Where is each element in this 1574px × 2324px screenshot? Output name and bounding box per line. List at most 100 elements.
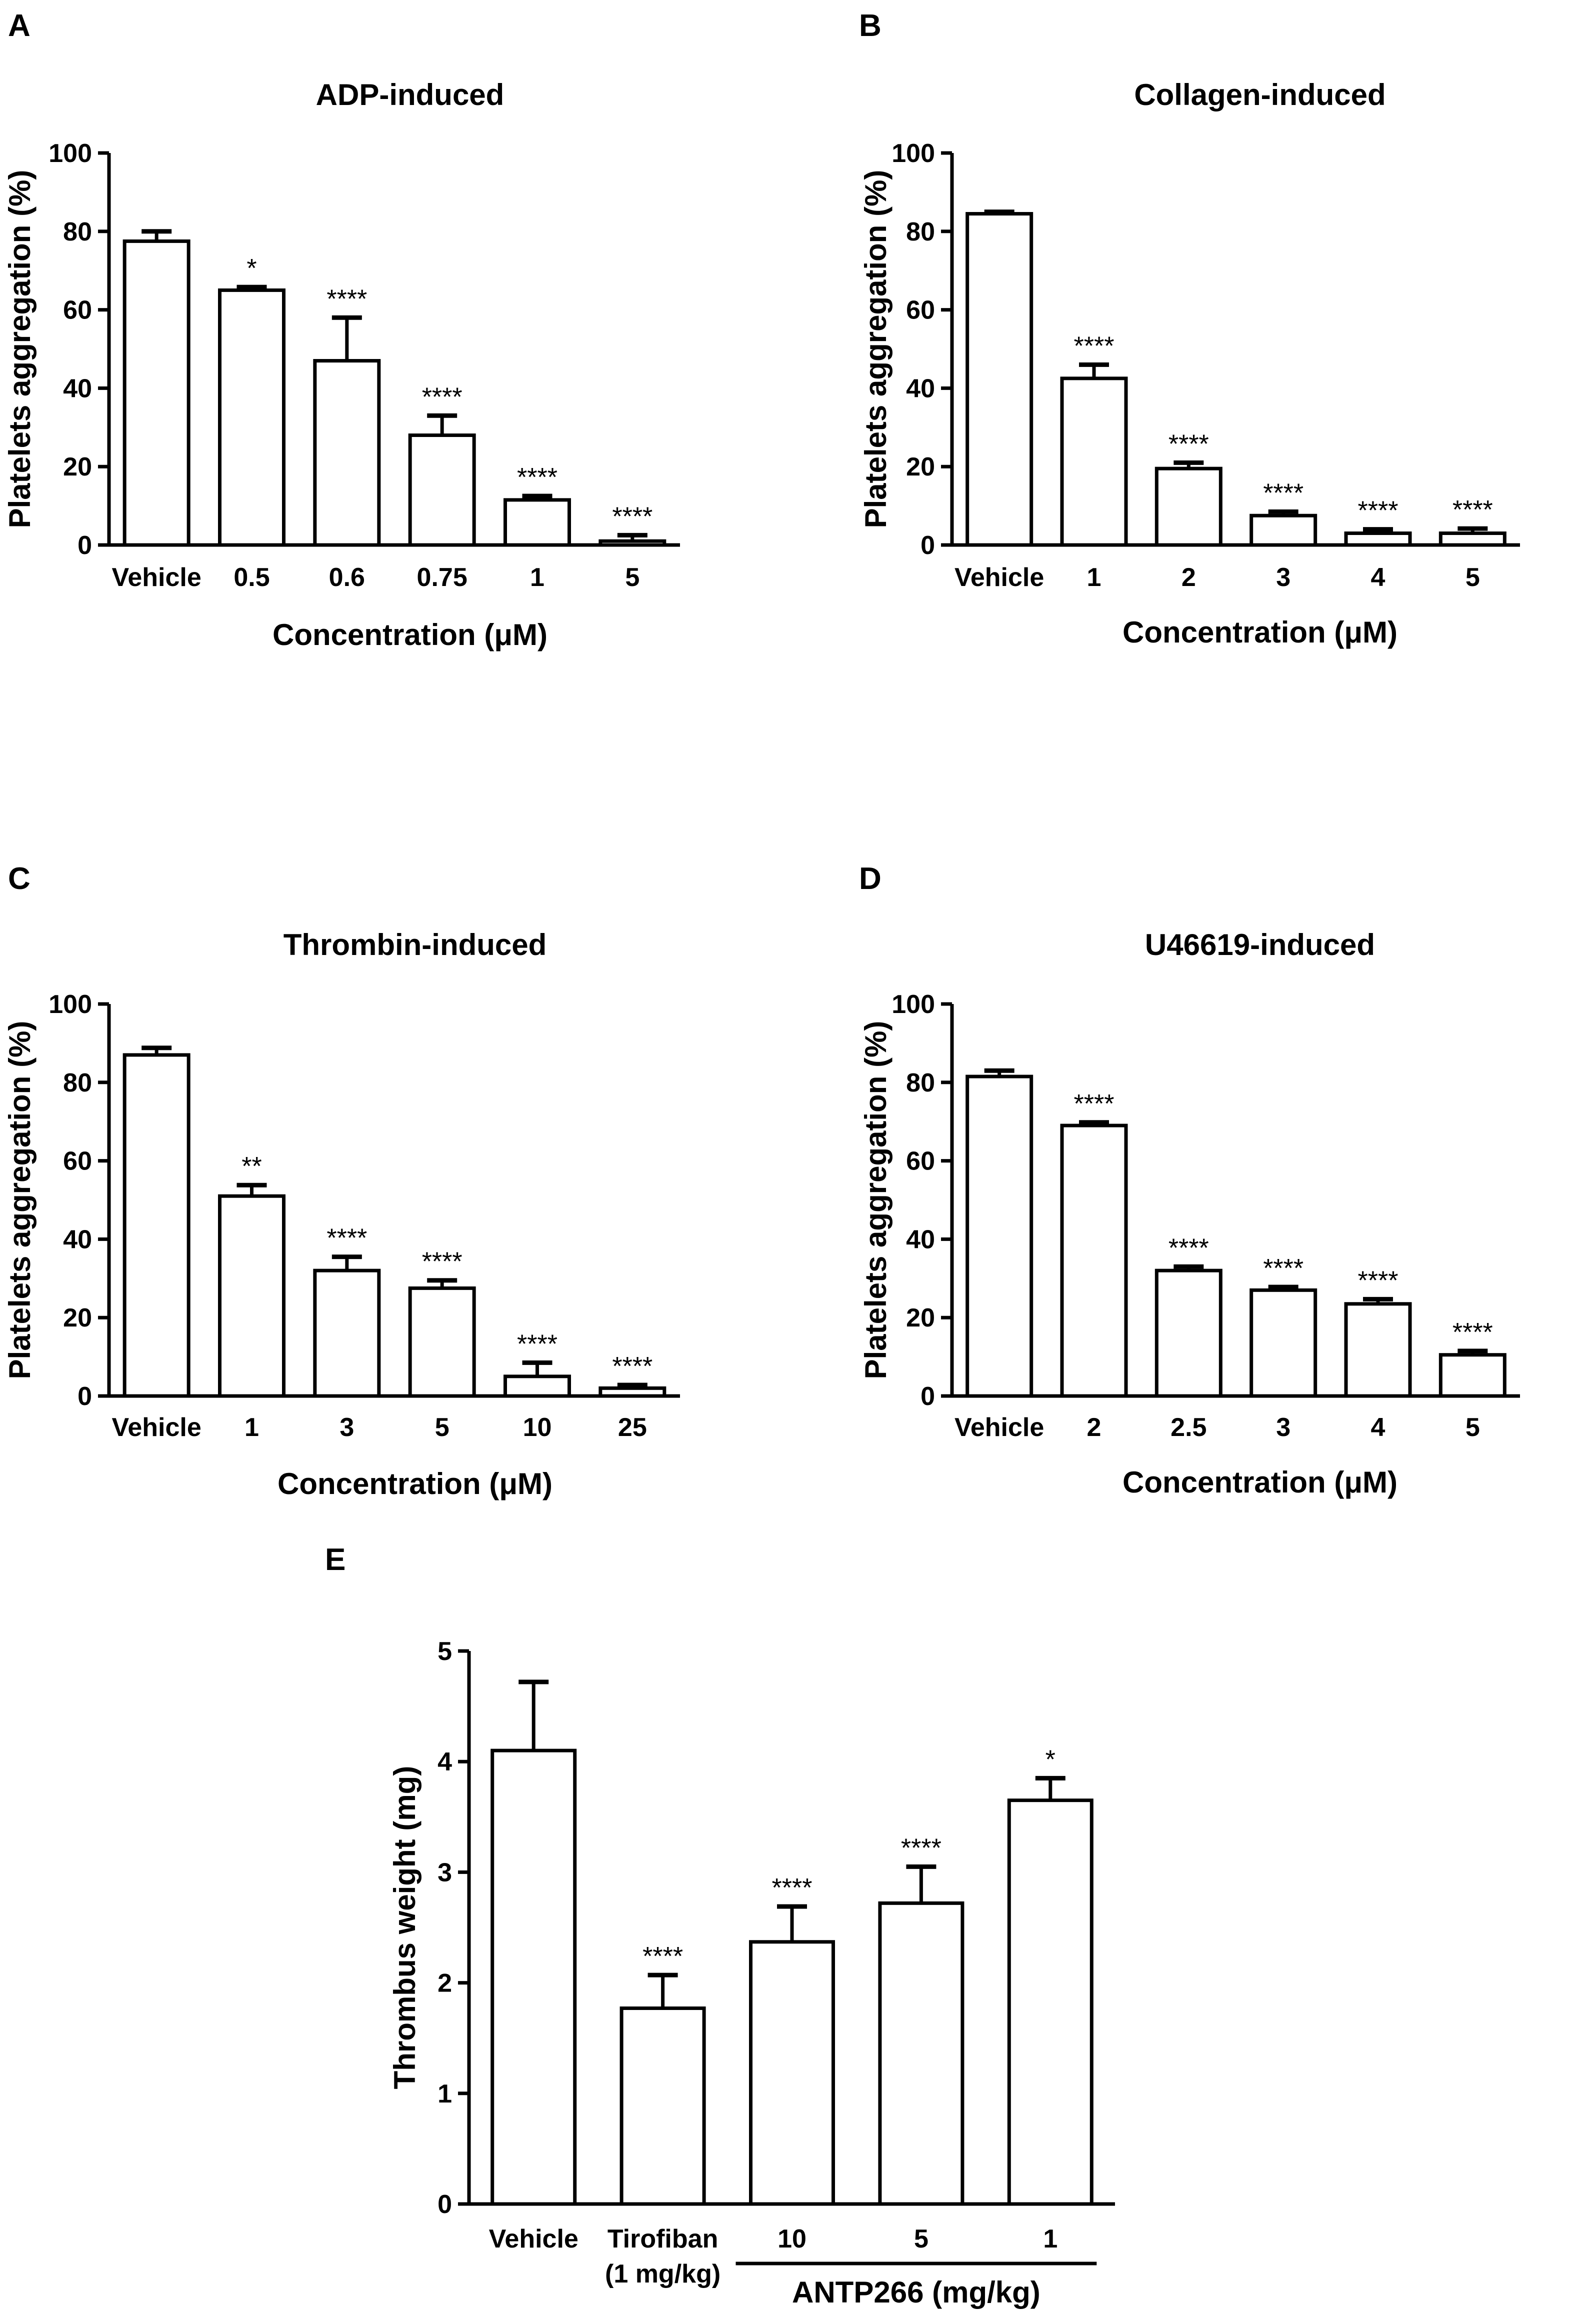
bar: [218, 1194, 286, 1398]
significance-label: ****: [1168, 430, 1209, 458]
x-tick-label: 3: [1276, 563, 1290, 592]
x-tick-label: Vehicle: [489, 2224, 578, 2254]
x-axis-label: Concentration (μM): [1122, 1466, 1398, 1499]
x-tick-label: Vehicle: [112, 563, 202, 592]
bar: [1344, 1302, 1412, 1398]
y-tick-label: 4: [438, 1748, 452, 1776]
y-tick-label: 3: [438, 1858, 452, 1887]
significance-label: ****: [1452, 496, 1493, 524]
significance-label: ****: [1358, 496, 1398, 526]
y-tick-label: 80: [63, 218, 92, 246]
x-tick-label: 1: [1087, 563, 1102, 592]
y-tick-label: 40: [63, 374, 92, 403]
y-tick-label: 60: [63, 1147, 92, 1176]
y-tick-label: 0: [438, 2190, 452, 2219]
significance-label: ****: [1358, 1266, 1398, 1295]
y-axis-label: Platelets aggregation (%): [3, 170, 36, 528]
chart-title: U46619-induced: [1145, 928, 1375, 962]
bar: [1344, 531, 1412, 547]
panel-letter: B: [859, 8, 882, 43]
y-axis-label: Platelets aggregation (%): [3, 1021, 36, 1380]
y-tick-label: 0: [920, 531, 935, 560]
bar: [1007, 1798, 1094, 2206]
bar: [504, 1374, 571, 1398]
x-tick-label: 4: [1371, 1413, 1386, 1442]
y-tick-label: 20: [63, 452, 92, 482]
chart-title: Collagen-induced: [1134, 78, 1386, 112]
significance-label: ****: [772, 1874, 812, 1902]
significance-label: ****: [1074, 332, 1114, 360]
panel-c: C Thrombin-induced 0 20 40 60 80 100 Vehicle ** 1 *…: [3, 862, 680, 1500]
bar: [313, 359, 381, 547]
x-tick-label: 25: [618, 1413, 647, 1442]
bar: [1438, 1353, 1506, 1398]
bar: [504, 498, 571, 547]
panel-letter: E: [325, 1542, 346, 1577]
x-tick-label: 0.5: [234, 563, 270, 592]
x-tick-label: 1: [244, 1413, 259, 1442]
y-tick-label: 20: [63, 1304, 92, 1332]
significance-label: ****: [422, 1248, 462, 1276]
bar: [598, 539, 666, 547]
y-tick-label: 40: [906, 374, 935, 403]
significance-label: *: [246, 254, 256, 283]
x-tick-label: 10: [523, 1413, 552, 1442]
significance-label: ****: [642, 1942, 683, 1971]
y-tick-label: 2: [438, 1969, 452, 1998]
x-tick-label: Vehicle: [954, 563, 1044, 592]
bar: [1438, 531, 1506, 547]
y-tick-label: 0: [78, 1382, 92, 1411]
y-tick-label: 5: [438, 1637, 452, 1666]
bar: [878, 1901, 964, 2206]
panel-b: B Collagen-induced 0 20 40 60 80 100 Vehicle ****…: [859, 8, 1520, 649]
bar: [749, 1940, 835, 2206]
y-tick-label: 80: [906, 1068, 935, 1098]
y-tick-label: 100: [48, 139, 92, 168]
x-tick-label: 10: [778, 2224, 806, 2254]
panel-letter: A: [8, 8, 30, 43]
significance-label: *: [1046, 1745, 1056, 1774]
y-axis-label: Thrombus weight (mg): [388, 1766, 422, 2090]
y-tick-label: 40: [906, 1225, 935, 1254]
significance-label: ****: [901, 1834, 942, 1862]
significance-label: ****: [517, 1330, 558, 1358]
panel-a: A ADP-induced 0 20 40 60 80 100 Vehicle * 0.5 **** 0…: [3, 8, 680, 652]
y-tick-label: 40: [63, 1225, 92, 1254]
x-tick-label: 5: [914, 2224, 928, 2254]
x-tick-label: 1: [530, 563, 544, 592]
panel-letter: D: [859, 862, 882, 896]
bar: [620, 2006, 706, 2206]
x-axis-label: Concentration (μM): [278, 1467, 552, 1500]
x-tick-label: 5: [625, 563, 640, 592]
y-tick-label: 0: [920, 1382, 935, 1411]
y-tick-label: 60: [906, 296, 935, 325]
x-tick-label: 5: [1466, 1413, 1480, 1442]
y-tick-label: 100: [892, 990, 935, 1019]
bar: [1250, 514, 1318, 547]
y-tick-label: 80: [906, 218, 935, 246]
bar: [598, 1386, 666, 1398]
x-tick-label: 5: [1466, 563, 1480, 592]
panel-d: D U46619-induced 0 20 40 60 80 100 Vehicle **** 2 *…: [859, 862, 1520, 1499]
x-tick-label: Vehicle: [954, 1413, 1044, 1442]
x-tick-label: 0.6: [329, 563, 365, 592]
bar: [122, 1053, 190, 1398]
y-tick-label: 60: [906, 1147, 935, 1176]
bar: [313, 1268, 381, 1398]
significance-label: ****: [612, 502, 652, 531]
y-axis-label: Platelets aggregation (%): [859, 170, 892, 528]
y-axis-label: Platelets aggregation (%): [859, 1021, 892, 1380]
bar: [1060, 1124, 1128, 1398]
x-axis-label: Concentration (μM): [272, 618, 548, 652]
significance-label: ****: [1074, 1090, 1114, 1118]
significance-label: ****: [1263, 478, 1304, 508]
y-tick-label: 1: [438, 2080, 452, 2108]
chart-title: ADP-induced: [316, 78, 504, 112]
significance-label: **: [242, 1152, 262, 1181]
y-tick-label: 80: [63, 1068, 92, 1098]
bar: [1250, 1288, 1318, 1398]
x-tick-label: 2: [1182, 563, 1196, 592]
y-tick-label: 100: [892, 139, 935, 168]
